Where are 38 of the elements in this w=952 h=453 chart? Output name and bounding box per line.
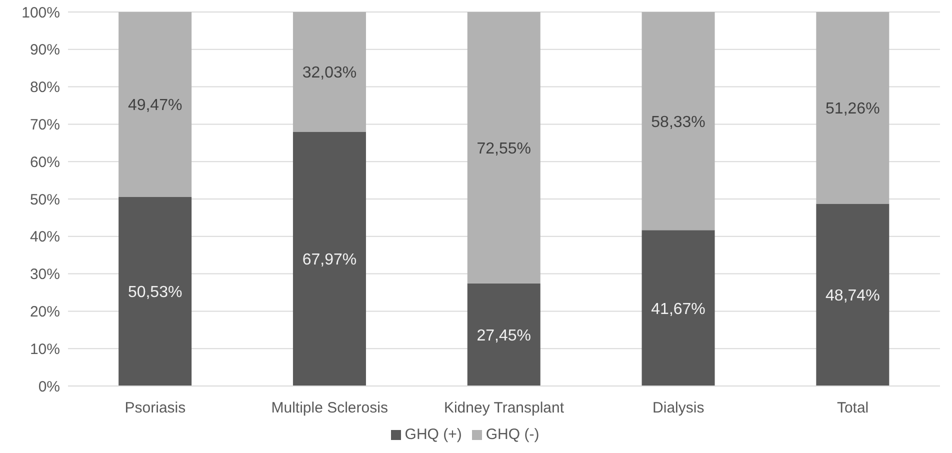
legend-label: GHQ (-)	[486, 426, 540, 443]
y-tick-label: 10%	[30, 340, 60, 358]
y-tick-label: 90%	[30, 42, 60, 59]
bar	[118, 12, 192, 198]
data-label: 51,26%	[826, 100, 880, 118]
bar	[292, 12, 366, 132]
bar	[292, 132, 366, 386]
data-label: 32,03%	[302, 64, 357, 82]
bar	[816, 204, 890, 386]
data-label: 67,97%	[302, 252, 357, 269]
bar	[642, 12, 715, 230]
x-tick-label: Total	[836, 400, 869, 417]
bar	[816, 12, 890, 204]
x-tick-label: Psoriasis	[124, 400, 186, 417]
bar	[467, 283, 540, 386]
legend-label: GHQ (+)	[404, 426, 462, 443]
x-tick-label: Kidney Transplant	[444, 400, 565, 417]
y-tick-label: 50%	[30, 191, 60, 208]
data-label: 27,45%	[476, 327, 532, 344]
y-tick-label: 80%	[30, 79, 60, 96]
data-label: 50,53%	[128, 284, 182, 302]
x-tick-label: Dialysis	[652, 400, 704, 417]
y-tick-label: 100%	[22, 4, 60, 22]
data-label: 58,33%	[651, 114, 706, 131]
y-tick-label: 60%	[30, 154, 60, 171]
y-tick-label: 30%	[30, 266, 60, 284]
x-tick-label: Multiple Sclerosis	[271, 400, 388, 417]
bar	[467, 12, 540, 284]
data-label: 72,55%	[476, 140, 532, 158]
bar	[642, 230, 715, 386]
data-label: 48,74%	[826, 288, 880, 305]
y-tick-label: 40%	[30, 228, 60, 246]
y-tick-label: 20%	[30, 304, 60, 321]
data-label: 41,67%	[651, 300, 706, 318]
y-tick-label: 0%	[38, 378, 60, 396]
data-label: 49,47%	[128, 97, 182, 114]
bar	[118, 197, 192, 386]
y-tick-label: 70%	[30, 116, 60, 134]
